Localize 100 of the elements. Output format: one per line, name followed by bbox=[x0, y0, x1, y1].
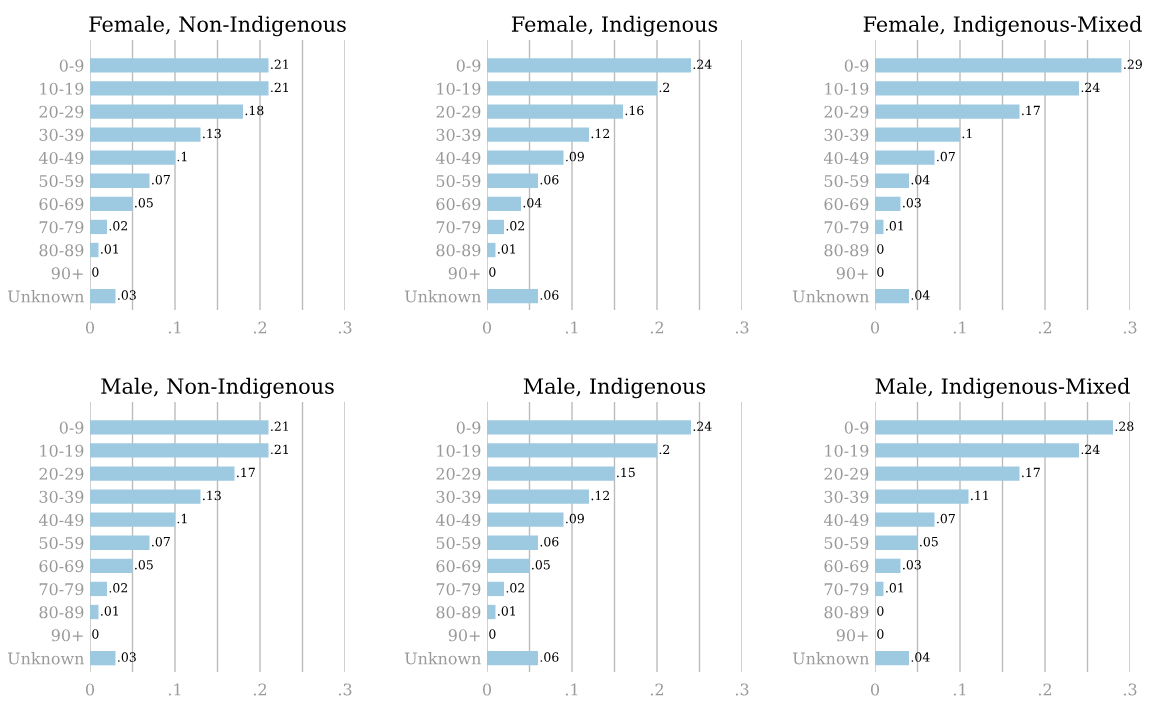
data-label: .24 bbox=[1081, 444, 1100, 455]
data-label: .01 bbox=[498, 606, 515, 616]
bar bbox=[487, 104, 623, 119]
y-tick-label: 30-39 bbox=[436, 490, 481, 503]
y-tick-label: 30-39 bbox=[39, 490, 84, 503]
bar bbox=[90, 242, 99, 258]
y-tick-label: 90+ bbox=[51, 629, 83, 642]
x-tick-label: 0 bbox=[482, 321, 492, 334]
data-label: .05 bbox=[532, 560, 550, 570]
y-tick-label: 10-19 bbox=[437, 82, 481, 95]
data-label: .06 bbox=[540, 536, 559, 547]
y-tick-label: Unknown bbox=[7, 290, 84, 303]
bar bbox=[487, 443, 657, 458]
data-label: .01 bbox=[498, 244, 515, 254]
y-tick-label: 40-49 bbox=[38, 151, 84, 164]
chart-title: Male, Indigenous bbox=[523, 377, 706, 399]
y-tick-label: 0-9 bbox=[844, 59, 869, 72]
x-tick-label: .2 bbox=[1038, 321, 1052, 334]
data-label: .17 bbox=[1022, 105, 1040, 116]
data-label: .24 bbox=[693, 59, 712, 70]
y-tick-label: 70-79 bbox=[39, 583, 84, 596]
y-tick-label: 90+ bbox=[836, 267, 868, 280]
bar bbox=[875, 196, 901, 211]
y-tick-label: 20-29 bbox=[824, 105, 869, 118]
y-tick-label: 80-89 bbox=[39, 606, 84, 619]
bar bbox=[90, 150, 175, 165]
data-label: .05 bbox=[135, 198, 153, 208]
y-tick-label: 20-29 bbox=[436, 105, 481, 118]
data-label: .1 bbox=[177, 151, 187, 162]
chart-title: Male, Indigenous-Mixed bbox=[875, 377, 1130, 399]
y-tick-label: 50-59 bbox=[39, 536, 84, 550]
bar bbox=[875, 512, 935, 527]
y-tick-label: 70-79 bbox=[436, 583, 481, 596]
data-label: .29 bbox=[1124, 59, 1142, 70]
data-label: 0 bbox=[489, 267, 496, 277]
data-label: .15 bbox=[617, 467, 635, 478]
data-label: .02 bbox=[506, 583, 525, 593]
data-label: .21 bbox=[271, 421, 288, 432]
bar bbox=[487, 489, 589, 504]
bar bbox=[487, 173, 538, 188]
bar bbox=[90, 219, 107, 235]
bar bbox=[875, 58, 1122, 73]
data-label: .04 bbox=[911, 652, 930, 662]
y-tick-label: 70-79 bbox=[39, 221, 84, 234]
bar bbox=[875, 289, 909, 304]
bar bbox=[487, 58, 691, 73]
bar bbox=[487, 81, 657, 96]
data-label: .12 bbox=[591, 128, 610, 139]
data-label: 0 bbox=[489, 629, 496, 639]
x-tick-label: .3 bbox=[338, 321, 352, 334]
data-label: .02 bbox=[506, 221, 525, 231]
data-label: .09 bbox=[566, 513, 584, 524]
y-tick-label: 20-29 bbox=[39, 467, 84, 480]
y-tick-label: 90+ bbox=[448, 629, 480, 642]
data-label: .06 bbox=[540, 652, 559, 662]
y-tick-label: 40-49 bbox=[823, 513, 869, 526]
x-tick-label: .1 bbox=[168, 321, 181, 334]
bar bbox=[875, 150, 935, 165]
data-label: .11 bbox=[971, 490, 988, 501]
y-tick-label: 50-59 bbox=[824, 174, 869, 188]
data-label: .03 bbox=[118, 290, 136, 300]
data-label: .2 bbox=[659, 82, 670, 93]
data-label: .01 bbox=[101, 606, 118, 616]
y-tick-label: Unknown bbox=[404, 652, 481, 665]
x-tick-label: .3 bbox=[1123, 683, 1137, 696]
y-tick-label: 40-49 bbox=[435, 151, 481, 164]
data-label: .03 bbox=[903, 198, 921, 208]
y-tick-label: 30-39 bbox=[436, 128, 481, 141]
bar bbox=[487, 219, 504, 235]
data-label: .01 bbox=[886, 221, 903, 231]
y-tick-label: 60-69 bbox=[436, 560, 481, 573]
x-tick-label: .1 bbox=[565, 321, 578, 334]
y-tick-label: 50-59 bbox=[436, 536, 481, 550]
data-label: .2 bbox=[659, 444, 670, 455]
x-tick-label: 0 bbox=[870, 321, 880, 334]
y-tick-label: 60-69 bbox=[436, 198, 481, 211]
bar bbox=[875, 443, 1079, 458]
bar bbox=[90, 651, 116, 666]
y-tick-label: 30-39 bbox=[824, 490, 869, 503]
y-tick-label: 0-9 bbox=[456, 421, 481, 434]
y-tick-label: 80-89 bbox=[824, 244, 869, 257]
y-tick-label: Unknown bbox=[792, 290, 869, 303]
bar bbox=[487, 196, 521, 211]
bar bbox=[875, 219, 884, 235]
bar bbox=[90, 443, 269, 458]
data-label: .01 bbox=[101, 244, 118, 254]
data-label: .28 bbox=[1115, 421, 1134, 432]
bar bbox=[90, 558, 133, 573]
chart-title: Male, Non-Indigenous bbox=[101, 377, 334, 399]
y-tick-label: 80-89 bbox=[436, 606, 481, 619]
y-tick-label: 40-49 bbox=[823, 151, 869, 164]
data-label: .18 bbox=[245, 105, 264, 116]
bar bbox=[487, 512, 564, 527]
bar bbox=[875, 127, 960, 142]
x-tick-label: .3 bbox=[735, 321, 749, 334]
bar bbox=[90, 196, 133, 211]
bar bbox=[875, 489, 969, 504]
y-tick-label: 50-59 bbox=[436, 174, 481, 188]
data-label: .16 bbox=[625, 105, 644, 116]
chart-title: Female, Indigenous-Mixed bbox=[863, 15, 1142, 37]
